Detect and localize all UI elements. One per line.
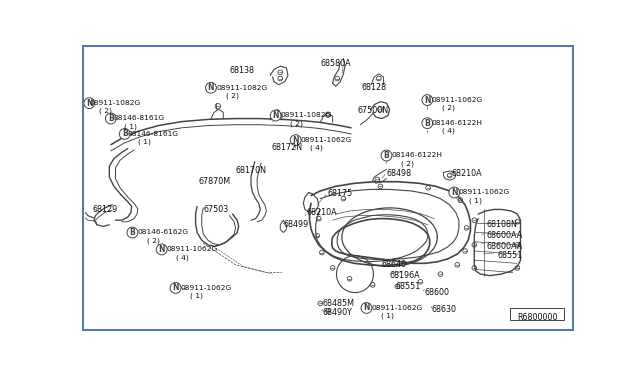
Text: 08911-1062G: 08911-1062G bbox=[459, 189, 510, 195]
Text: N: N bbox=[292, 136, 299, 145]
Text: 68490Y: 68490Y bbox=[323, 308, 353, 317]
Text: B: B bbox=[129, 228, 135, 237]
Text: 68210A: 68210A bbox=[451, 169, 482, 179]
Circle shape bbox=[106, 113, 116, 124]
Text: 67870M: 67870M bbox=[198, 177, 231, 186]
Text: ( 4): ( 4) bbox=[310, 145, 323, 151]
Text: 08911-1062G: 08911-1062G bbox=[371, 305, 422, 311]
Text: 08911-1082G: 08911-1082G bbox=[280, 112, 332, 118]
Text: 68138: 68138 bbox=[230, 66, 255, 75]
Text: ( 1): ( 1) bbox=[190, 293, 203, 299]
Circle shape bbox=[422, 95, 433, 106]
Text: N: N bbox=[273, 111, 279, 120]
Text: 68580A: 68580A bbox=[320, 58, 351, 67]
Text: ( 4): ( 4) bbox=[176, 254, 189, 260]
Circle shape bbox=[449, 187, 460, 198]
Text: 68108N: 68108N bbox=[486, 220, 518, 229]
Bar bbox=[509, 308, 564, 320]
Text: 08911-1082G: 08911-1082G bbox=[90, 100, 141, 106]
Circle shape bbox=[119, 129, 130, 140]
Text: N: N bbox=[424, 96, 431, 105]
Text: ( 4): ( 4) bbox=[442, 128, 455, 134]
Text: 08146-6122H: 08146-6122H bbox=[432, 120, 483, 126]
Text: ( 1): ( 1) bbox=[469, 197, 482, 203]
Text: ( 1): ( 1) bbox=[381, 312, 394, 319]
Text: N: N bbox=[451, 188, 458, 197]
Text: 08911-1062G: 08911-1062G bbox=[166, 246, 218, 252]
Text: 08911-1062G: 08911-1062G bbox=[180, 285, 232, 291]
Text: 08146-8161G: 08146-8161G bbox=[114, 115, 165, 122]
Text: N: N bbox=[208, 83, 214, 92]
Text: 08911-1082G: 08911-1082G bbox=[216, 85, 268, 91]
Circle shape bbox=[170, 283, 181, 294]
Text: 68630: 68630 bbox=[432, 305, 457, 314]
Text: 68498: 68498 bbox=[387, 169, 412, 179]
Text: 68600: 68600 bbox=[424, 288, 449, 297]
Circle shape bbox=[84, 98, 95, 109]
Text: B: B bbox=[383, 151, 389, 160]
Circle shape bbox=[127, 227, 138, 238]
Text: 68129: 68129 bbox=[92, 205, 118, 214]
Text: 68172N: 68172N bbox=[271, 143, 302, 152]
Circle shape bbox=[361, 302, 372, 313]
Text: 68640: 68640 bbox=[382, 260, 407, 269]
Text: 08146-6162G: 08146-6162G bbox=[137, 230, 188, 235]
Text: 67503: 67503 bbox=[204, 205, 228, 214]
Text: 68210A: 68210A bbox=[307, 208, 337, 217]
Text: 68600AA: 68600AA bbox=[486, 231, 523, 240]
Text: 68170N: 68170N bbox=[236, 166, 267, 175]
Text: 08911-1062G: 08911-1062G bbox=[300, 137, 351, 143]
Text: N: N bbox=[86, 99, 93, 108]
Text: R6800000: R6800000 bbox=[517, 312, 558, 322]
Text: 08911-1062G: 08911-1062G bbox=[432, 97, 483, 103]
Circle shape bbox=[291, 135, 301, 145]
Text: 68551: 68551 bbox=[497, 251, 523, 260]
Text: N: N bbox=[159, 245, 165, 254]
Text: B: B bbox=[122, 129, 127, 138]
Text: ( 2): ( 2) bbox=[147, 237, 160, 244]
Text: 67500N: 67500N bbox=[357, 106, 388, 115]
Circle shape bbox=[156, 244, 167, 255]
Text: 68499: 68499 bbox=[284, 220, 308, 229]
Circle shape bbox=[205, 82, 216, 93]
Text: B: B bbox=[108, 114, 114, 123]
Text: 08146-8161G: 08146-8161G bbox=[128, 131, 179, 137]
Text: 68175: 68175 bbox=[328, 189, 353, 198]
Text: ( 2): ( 2) bbox=[401, 160, 414, 167]
Text: 68551: 68551 bbox=[396, 282, 421, 291]
Text: N: N bbox=[364, 304, 370, 312]
Text: ( 2): ( 2) bbox=[227, 92, 239, 99]
Text: B: B bbox=[424, 119, 430, 128]
Circle shape bbox=[381, 150, 392, 161]
Text: 68196A: 68196A bbox=[390, 271, 420, 280]
Text: N: N bbox=[172, 283, 179, 292]
Text: ( 2): ( 2) bbox=[442, 105, 455, 111]
Circle shape bbox=[270, 110, 281, 121]
Text: 68128: 68128 bbox=[361, 83, 386, 92]
Text: ( 2): ( 2) bbox=[291, 120, 303, 126]
Text: ( 2): ( 2) bbox=[99, 108, 112, 114]
Text: 68485M: 68485M bbox=[323, 299, 355, 308]
Text: 68600AA: 68600AA bbox=[486, 242, 523, 251]
Text: ( 1): ( 1) bbox=[138, 139, 151, 145]
Text: 08146-6122H: 08146-6122H bbox=[391, 153, 442, 158]
Circle shape bbox=[422, 118, 433, 129]
Text: ( 1): ( 1) bbox=[124, 123, 137, 130]
